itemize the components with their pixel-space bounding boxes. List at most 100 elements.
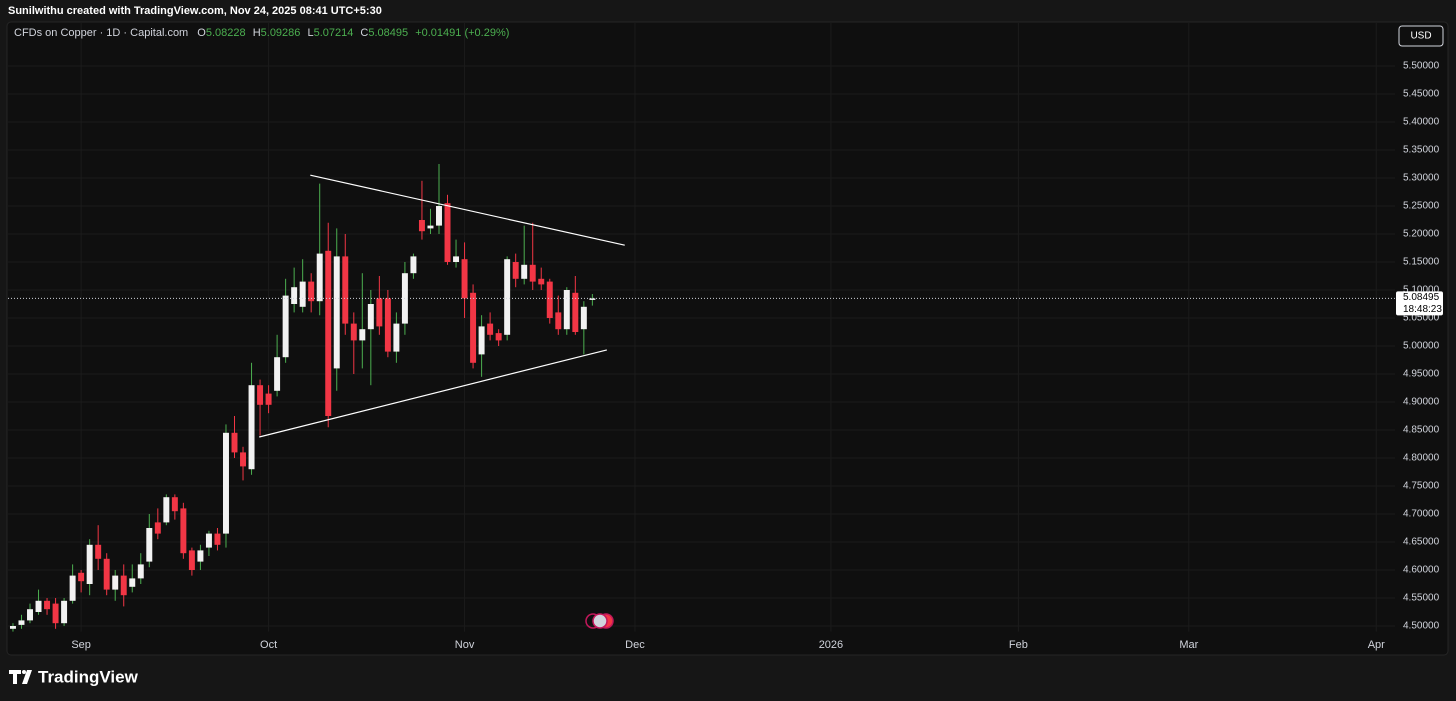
candle-body [188,550,195,570]
candle-body [154,522,161,534]
x-tick-label: 2026 [819,639,843,651]
candle-body [291,287,298,304]
y-tick-label: 5.05000 [1403,313,1440,324]
y-tick-label: 5.45000 [1403,89,1440,100]
candle-body [52,603,59,624]
candle-body [444,203,451,262]
x-tick-label: Mar [1179,639,1198,651]
ohlc-prefix: L [307,27,313,39]
y-tick-label: 4.85000 [1403,425,1440,436]
candle-body [504,259,511,335]
y-tick-label: 4.70000 [1403,509,1440,520]
candle-body [120,575,127,596]
candle-body [231,432,238,453]
y-tick-label: 5.15000 [1403,257,1440,268]
candle-body [410,256,417,274]
symbol: CFDs on Copper · 1D · Capital.com [14,27,188,39]
candle-body [103,558,110,590]
close-value: 5.08495 [368,27,408,39]
trendline [310,174,625,246]
candle-body [563,290,570,330]
candle-body [146,528,153,562]
y-tick-label: 5.10000 [1403,285,1440,296]
candle-body [453,256,460,262]
candle-body [555,312,562,330]
candle-body [367,304,374,330]
candles [8,164,1395,632]
ohlc-prefix: H [253,27,261,39]
candle-body [18,620,25,625]
brand-logo [9,670,32,684]
candle-body [69,575,76,601]
candle-body [487,323,494,335]
top-bar-text: Sunilwithu created with TradingView.com,… [8,5,382,17]
event-icon[interactable] [592,613,608,629]
candle-body [333,256,340,369]
y-tick-label: 4.95000 [1403,369,1440,380]
candle-body [384,298,391,352]
candle-body [512,262,519,279]
candle-body [214,533,221,545]
candle-body [546,281,553,318]
candle-body [342,256,349,324]
candle-body [393,323,400,352]
x-tick-label: Feb [1009,639,1028,651]
candle-body [299,281,306,307]
countdown: 18:48:23 [1403,304,1442,315]
candle-body [495,333,502,341]
y-tick-label: 5.50000 [1403,61,1440,72]
y-tick-label: 4.50000 [1403,621,1440,632]
y-tick-label: 4.65000 [1403,537,1440,548]
candle-body [418,220,425,232]
candle-body [86,544,93,584]
candle-body [27,609,33,621]
y-tick-label: 4.55000 [1403,593,1440,604]
candle-body [521,264,528,279]
currency[interactable]: USD [1410,31,1431,42]
candle-body [572,292,579,332]
price-label: 5.08495 [1403,292,1440,303]
candle-body [44,600,51,610]
y-tick-label: 5.40000 [1403,117,1440,128]
currency-button[interactable] [1398,25,1444,47]
chart-header: CFDs on Copper · 1D · Capital.com O5.082… [14,27,509,39]
x-tick-label: Apr [1368,639,1385,651]
candle-body [470,292,477,363]
candle-body [529,264,536,282]
y-tick-label: 4.80000 [1403,453,1440,464]
x-tick-label: Dec [625,639,645,651]
y-tick-label: 4.60000 [1403,565,1440,576]
ohlc-prefix: O [197,27,206,39]
trendline [259,349,607,438]
candle-body [589,298,596,300]
brand: TradingView [38,667,139,686]
chart-panel [6,21,1449,656]
candle-body [180,508,187,554]
y-tick-label: 4.75000 [1403,481,1440,492]
candle-body [35,600,42,612]
candle-body [257,385,264,405]
candle-body [248,385,255,470]
candle-body [129,578,136,587]
candle-body [274,357,281,391]
y-tick-label: 4.90000 [1403,397,1440,408]
candle-body [436,206,442,226]
y-tick-label: 5.35000 [1403,145,1440,156]
x-tick-label: Sep [71,639,91,651]
candle-body [359,329,366,341]
ohlc-prefix: C [360,27,368,39]
candle-body [9,626,16,629]
candle-body [350,323,357,341]
candle-body [78,572,85,582]
candle-body [376,298,383,327]
x-tick-label: Oct [260,639,277,651]
candle-body [171,497,178,512]
candle-body [325,250,332,416]
candle-body [265,393,272,405]
event-icons [585,613,614,629]
candle-body [61,600,68,624]
candle-body [197,550,204,562]
y-tick-label: 5.30000 [1403,173,1440,184]
